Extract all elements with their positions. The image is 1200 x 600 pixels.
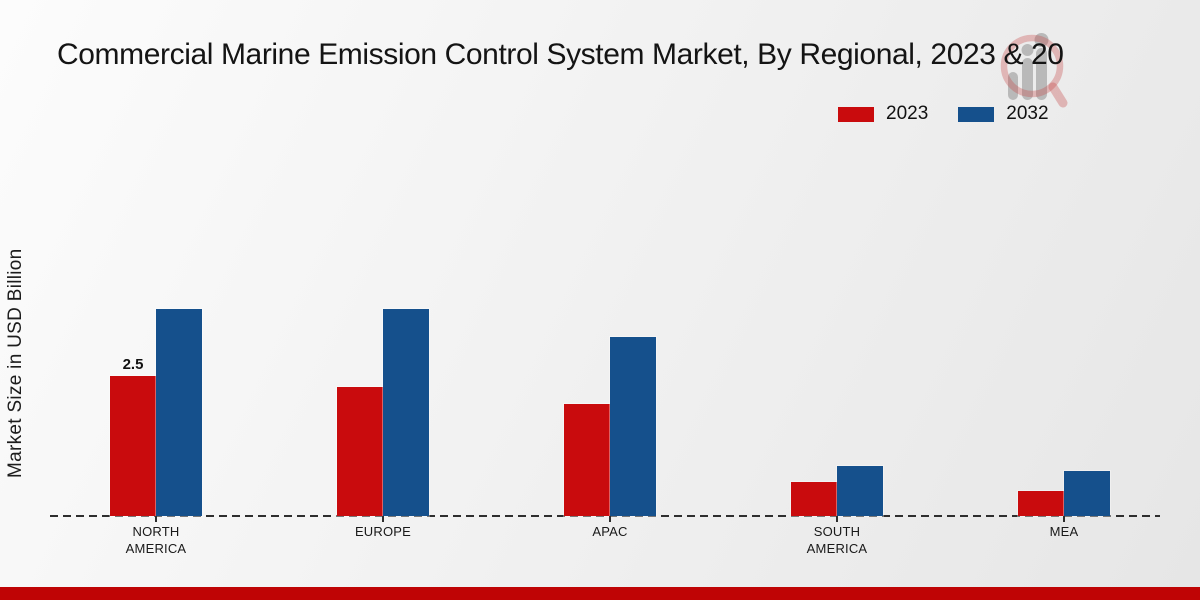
x-axis-tick-south-america <box>836 516 838 522</box>
legend-label-2032: 2032 <box>1006 103 1049 124</box>
legend-item-2032: 2032 <box>958 103 1049 125</box>
bar-2023-south-america <box>791 482 837 516</box>
bar-2032-europe <box>383 309 429 516</box>
x-axis-tick-mea <box>1063 516 1065 522</box>
bar-2032-north-america <box>156 309 202 516</box>
bar-2023-north-america <box>110 376 156 516</box>
x-axis-label-europe: EUROPE <box>354 524 412 539</box>
data-label-2023-north-america: 2.5 <box>122 356 144 373</box>
bar-2032-mea <box>1064 471 1110 516</box>
x-axis-label-apac: APAC <box>592 524 628 539</box>
bar-2023-apac <box>564 404 610 516</box>
bar-2023-mea <box>1018 491 1064 516</box>
x-axis-label-north-america: NORTH AMERICA <box>125 524 187 556</box>
x-axis-tick-europe <box>382 516 384 522</box>
x-axis-tick-apac <box>609 516 611 522</box>
chart-title: Commercial Marine Emission Control Syste… <box>57 38 1064 71</box>
legend: 2023 2032 <box>838 103 1049 125</box>
legend-item-2023: 2023 <box>838 103 928 125</box>
bar-2023-europe <box>337 387 383 516</box>
legend-label-2023: 2023 <box>886 103 929 124</box>
x-axis-tick-north-america <box>155 516 157 522</box>
x-axis-label-south-america: SOUTH AMERICA <box>806 524 868 556</box>
x-axis-baseline <box>50 515 1160 517</box>
market-research-logo-watermark <box>998 32 1076 119</box>
bar-2032-apac <box>610 337 656 516</box>
magnifier-chart-icon <box>1000 33 1068 108</box>
legend-swatch-2032 <box>958 106 995 122</box>
x-axis-label-mea: MEA <box>1049 524 1079 539</box>
bar-2032-south-america <box>837 466 883 516</box>
footer-accent-bar <box>0 587 1200 600</box>
legend-swatch-2023 <box>838 106 874 122</box>
